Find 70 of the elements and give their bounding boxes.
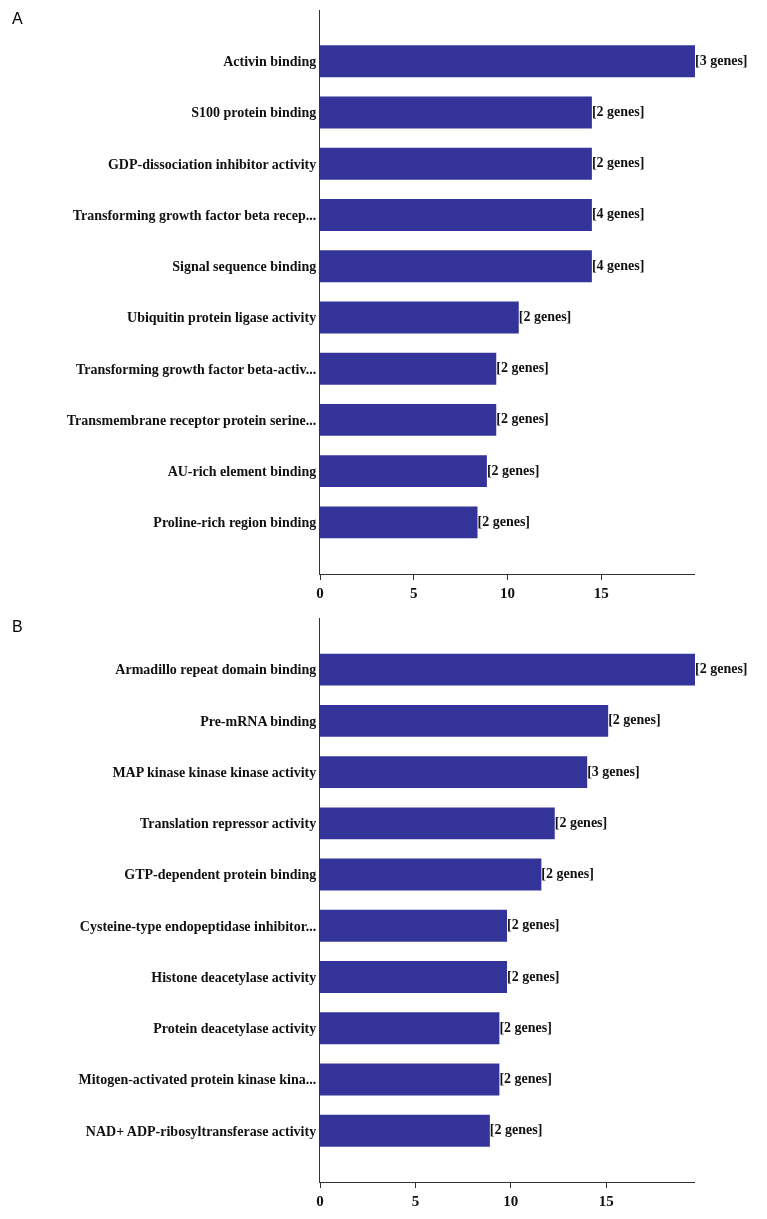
y-tick-label: Histone deacetylase activity <box>151 969 317 985</box>
annotation: [2 genes] <box>477 513 530 529</box>
bar <box>320 704 609 737</box>
y-tick-label: Cysteine-type endopeptidase inhibitor... <box>79 918 317 934</box>
annotation: [2 genes] <box>518 308 572 324</box>
bar <box>320 756 588 788</box>
bar <box>320 1114 490 1147</box>
annotation: [2 genes] <box>591 155 645 171</box>
y-tick-label: Transforming growth factor beta recep... <box>72 207 317 223</box>
bar <box>320 147 592 180</box>
bar <box>320 1012 500 1045</box>
y-tick-label: Translation repressor activity <box>139 816 317 832</box>
bar <box>320 653 695 686</box>
y-tick-label: Signal sequence binding <box>172 259 317 275</box>
x-tick-label: 0 <box>316 584 324 601</box>
bar <box>320 250 592 283</box>
annotation: [3 genes] <box>695 52 748 68</box>
annotation: [2 genes] <box>591 104 645 119</box>
x-tick-label: 15 <box>598 1193 614 1209</box>
annotation: [2 genes] <box>486 462 540 478</box>
x-tick-label: 5 <box>411 1193 420 1209</box>
bar <box>320 858 542 891</box>
annotation: [2 genes] <box>499 1071 552 1087</box>
y-tick-label: Activin binding <box>223 54 317 70</box>
annotation: [2 genes] <box>489 1122 543 1138</box>
bar <box>320 96 592 129</box>
x-tick-label: 5 <box>410 584 418 601</box>
annotation: [2 genes] <box>496 411 549 427</box>
y-tick-label: Pre-mRNA binding <box>200 713 317 729</box>
annotation: [2 genes] <box>507 917 560 933</box>
y-tick-label: GDP-dissociation inhibitor activity <box>108 156 317 172</box>
annotation: [4 genes] <box>591 206 645 222</box>
bar <box>320 404 497 436</box>
bar <box>320 301 519 334</box>
y-tick-label: S100 protein binding <box>191 105 317 121</box>
bar <box>320 455 487 488</box>
annotation: [2 genes] <box>507 968 560 984</box>
x-tick-label: 10 <box>500 584 515 601</box>
y-tick-label: GTP-dependent protein binding <box>124 867 317 883</box>
annotation: [2 genes] <box>499 1019 552 1035</box>
bar <box>320 807 555 840</box>
bar <box>320 45 695 78</box>
annotation: [4 genes] <box>591 257 645 273</box>
y-tick-label: AU-rich element binding <box>167 464 317 480</box>
y-tick-label: Proline-rich region binding <box>153 515 317 531</box>
y-tick-label: MAP kinase kinase kinase activity <box>112 764 317 780</box>
annotation: [2 genes] <box>608 712 661 728</box>
text: B <box>12 618 23 635</box>
bar <box>320 909 508 942</box>
annotation: [2 genes] <box>541 866 594 882</box>
y-tick-label: Ubiquitin protein ligase activity <box>127 310 317 326</box>
x-tick-label: 15 <box>593 584 609 601</box>
bar <box>320 506 478 539</box>
x-tick-label: 10 <box>503 1193 519 1209</box>
x-tick-label: 0 <box>316 1193 324 1209</box>
text: A <box>12 10 23 27</box>
annotation: [2 genes] <box>554 814 608 830</box>
bar <box>320 1063 500 1096</box>
bar <box>320 352 497 385</box>
y-tick-label: Armadillo repeat domain binding <box>115 662 317 678</box>
y-tick-label: Protein deacetylase activity <box>153 1021 317 1037</box>
y-tick-label: Mitogen-activated protein kinase kina... <box>78 1072 317 1088</box>
annotation: [2 genes] <box>496 360 549 376</box>
bar <box>320 961 508 993</box>
bar <box>320 199 592 231</box>
y-tick-label: Transmembrane receptor protein serine... <box>66 412 317 428</box>
annotation: [2 genes] <box>695 661 748 677</box>
y-tick-label: Transforming growth factor beta-activ... <box>75 361 317 377</box>
y-tick-label: NAD+ ADP-ribosyltransferase activity <box>85 1123 317 1139</box>
annotation: [3 genes] <box>587 763 640 779</box>
